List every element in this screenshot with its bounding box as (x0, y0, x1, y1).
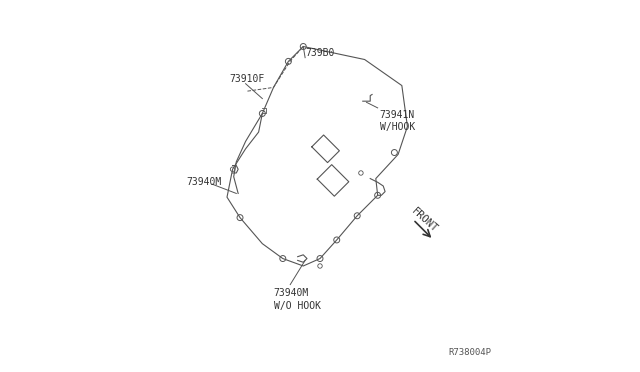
Text: 73941N
W/HOOK: 73941N W/HOOK (380, 110, 415, 132)
Text: 73940M
W/O HOOK: 73940M W/O HOOK (273, 288, 321, 311)
Text: R738004P: R738004P (448, 348, 491, 357)
Text: 73940M: 73940M (186, 177, 221, 187)
Text: 739B0: 739B0 (305, 48, 335, 58)
Text: FRONT: FRONT (410, 206, 439, 235)
Text: 73910F: 73910F (229, 74, 264, 84)
